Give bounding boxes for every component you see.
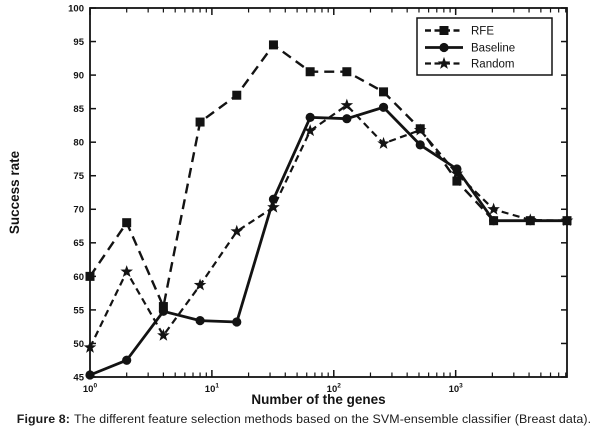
- figure-caption-text: The different feature selection methods …: [74, 412, 592, 426]
- point-baseline-1: [85, 370, 95, 380]
- point-rfe-1: [85, 271, 95, 281]
- point-random-16: [230, 224, 244, 237]
- point-random-128: [340, 98, 354, 111]
- point-random-2: [120, 265, 133, 278]
- point-baseline-2: [122, 355, 132, 365]
- legend-marker-rfe: [439, 26, 449, 35]
- legend-marker-random: [437, 56, 451, 69]
- x-tick-label-10e0: 100: [83, 383, 98, 396]
- point-baseline-2048: [489, 216, 499, 226]
- point-baseline-1024: [452, 164, 462, 174]
- point-baseline-16: [232, 317, 242, 327]
- series-line-random: [89, 104, 568, 348]
- point-rfe-4: [158, 302, 168, 312]
- point-baseline-4096: [525, 216, 535, 226]
- point-rfe-1024: [452, 176, 462, 186]
- point-baseline-8: [195, 316, 205, 326]
- point-random-4: [157, 328, 170, 341]
- figure-caption-label: Figure 8:: [16, 412, 71, 426]
- legend: RFE Baseline Random: [416, 17, 553, 76]
- y-tick-label-75: 75: [73, 171, 84, 182]
- series-line-baseline: [89, 105, 567, 377]
- point-random-32: [267, 200, 280, 213]
- point-rfe-256: [379, 87, 389, 97]
- y-tick-label-65: 65: [73, 238, 84, 249]
- y-tick-label-50: 50: [73, 339, 84, 350]
- point-baseline-32: [268, 194, 279, 204]
- point-baseline-64: [305, 112, 315, 122]
- point-rfe-16: [232, 90, 242, 100]
- y-tick-label-100: 100: [68, 3, 84, 14]
- point-random-512: [413, 123, 427, 136]
- point-baseline-128: [342, 114, 352, 124]
- y-tick-label-85: 85: [73, 104, 84, 115]
- y-tick-label-55: 55: [73, 305, 84, 316]
- point-baseline-4: [158, 306, 168, 316]
- point-rfe-64: [305, 67, 315, 77]
- point-random-64: [303, 124, 317, 137]
- point-rfe-8: [195, 117, 205, 127]
- y-tick-label-45: 45: [73, 372, 84, 383]
- point-random-8: [193, 278, 207, 291]
- point-rfe-128: [342, 67, 352, 77]
- legend-label-baseline: Baseline: [471, 43, 515, 55]
- y-tick-label-95: 95: [73, 37, 84, 48]
- point-random-2048: [487, 202, 500, 215]
- chart-canvas: 45 50 55 60 65 70 75 80 85 90 95 100 100 101 102 103 RFE…: [7, 3, 574, 407]
- point-random-256: [377, 136, 390, 149]
- point-baseline-256: [378, 102, 389, 112]
- y-tick-label-80: 80: [73, 138, 84, 149]
- x-axis-label: Number of the genes: [251, 392, 385, 407]
- x-tick-label-10e1: 101: [205, 383, 220, 396]
- point-random-1: [83, 340, 97, 353]
- point-baseline-512: [415, 140, 425, 150]
- x-tick-label-10e3: 103: [449, 383, 464, 396]
- legend-label-random: Random: [471, 59, 514, 71]
- x-tick-label-10e2: 102: [327, 383, 342, 396]
- point-rfe-32: [268, 40, 278, 50]
- y-tick-label-70: 70: [73, 205, 84, 216]
- y-tick-label-60: 60: [73, 272, 84, 283]
- point-baseline-8192: [562, 216, 572, 226]
- series-line-rfe: [89, 43, 567, 308]
- y-tick-label-90: 90: [73, 70, 84, 81]
- legend-label-rfe: RFE: [471, 26, 494, 38]
- legend-marker-baseline: [439, 42, 449, 53]
- y-axis-label: Success rate: [7, 150, 22, 234]
- point-rfe-2: [122, 218, 132, 228]
- figure-caption: Figure 8: The different feature selection…: [0, 412, 608, 426]
